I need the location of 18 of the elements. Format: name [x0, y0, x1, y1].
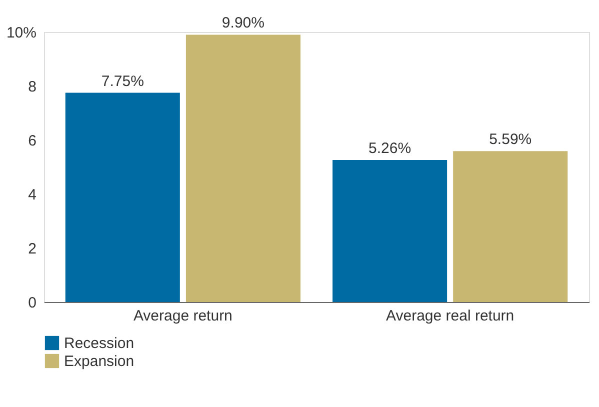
- data-label: 5.59%: [489, 131, 532, 148]
- x-tick-label: Average return: [133, 308, 232, 324]
- legend-label: Expansion: [64, 353, 134, 370]
- bar: [453, 151, 568, 302]
- bar: [332, 160, 448, 302]
- bar: [65, 92, 180, 302]
- x-tick-label: Average real return: [386, 308, 514, 324]
- y-tick-label: 10%: [6, 24, 36, 42]
- data-label: 5.26%: [368, 140, 412, 157]
- y-tick-label: 6: [28, 132, 36, 150]
- legend-label: Recession: [64, 335, 134, 352]
- y-tick-label: 0: [28, 294, 36, 312]
- data-label: 7.75%: [101, 72, 144, 90]
- bar: [186, 34, 300, 302]
- y-tick-label: 4: [28, 186, 36, 204]
- y-tick-label: 2: [28, 240, 36, 258]
- data-label: 9.90%: [222, 14, 264, 32]
- y-tick-label: 8: [28, 78, 36, 96]
